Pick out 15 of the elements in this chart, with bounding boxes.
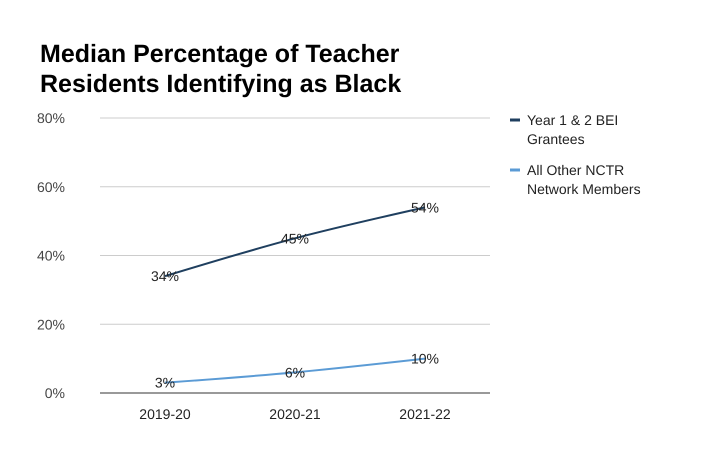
y-tick-label: 60%	[36, 178, 65, 195]
chart-title: Median Percentage of Teacher Residents Identifying as Black	[40, 40, 402, 98]
data-label: 10%	[410, 350, 440, 367]
legend-label: Year 1 & 2 BEI Grantees	[527, 112, 618, 147]
x-tick-label: 2019-20	[139, 406, 191, 422]
data-label: 54%	[410, 199, 440, 216]
data-label: 34%	[150, 268, 180, 284]
legend-label: All Other NCTR Network Members	[527, 162, 641, 197]
x-tick-label: 2021-22	[399, 406, 451, 422]
y-tick-label: 20%	[36, 316, 65, 332]
y-tick-label: 0%	[44, 385, 65, 401]
y-tick-label: 40%	[36, 248, 65, 264]
data-label: 3%	[154, 374, 176, 391]
y-tick-label: 80%	[36, 110, 65, 126]
x-tick-label: 2020-21	[269, 406, 321, 422]
